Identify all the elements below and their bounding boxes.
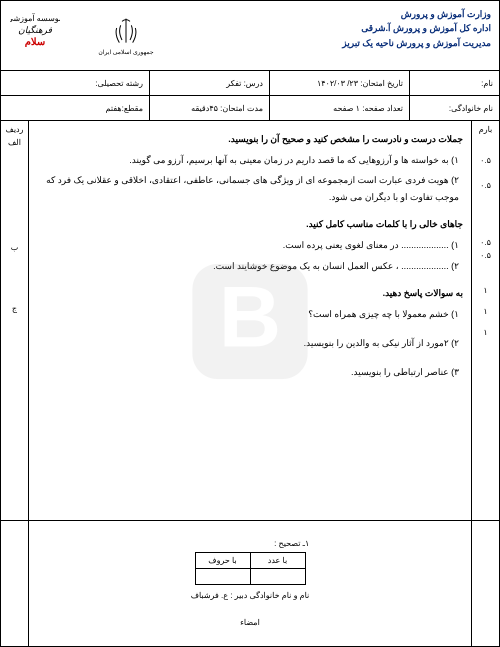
content-block: بارم ۰.۵ ۰.۵ ۰.۵ ۰.۵ ۱ ۱ ۱ جملات درست و … — [1, 121, 499, 521]
question-c1: ۱) خشم معمولا با چه چیزی همراه است؟ — [37, 306, 463, 323]
score-a1: ۰.۵ — [472, 156, 499, 165]
ministry-block: وزارت آموزش و پرورش اداره کل آموزش و پرو… — [161, 1, 499, 70]
ministry-line: وزارت آموزش و پرورش — [169, 7, 491, 21]
score-b1: ۰.۵ — [472, 238, 499, 247]
signature-label: امضاء — [191, 618, 310, 627]
grade-numbers-value — [250, 569, 305, 585]
name-cell: نام: — [409, 71, 499, 95]
footer-main: ۱ـ تصحیح : با عدد با حروف نام و نام خانو… — [29, 521, 471, 646]
question-a1: ۱) به خواسته ها و آرزوهایی که ما قصد دار… — [37, 152, 463, 169]
section-c-title: به سوالات پاسخ دهید. — [37, 285, 463, 302]
questions-column: جملات درست و نادرست را مشخص کنید و صحیح … — [29, 121, 471, 520]
emblem-block: جمهوری اسلامی ایران — [91, 1, 161, 70]
score-c2: ۱ — [472, 307, 499, 316]
major-cell: رشته تحصیلی: — [1, 71, 149, 95]
svg-text:سلام: سلام — [25, 37, 46, 47]
info-row-1: نام: تاریخ امتحان: ۲۳/ ۱۴۰۲/۰۳ درس: تفکر… — [1, 71, 499, 96]
iran-emblem-icon — [112, 16, 140, 48]
dept-line: اداره کل آموزش و پرورش آ.شرقی — [169, 21, 491, 35]
mgmt-line: مدیریت آموزش و پرورش ناحیه یک تبریز — [169, 36, 491, 50]
school-logo-icon: موسسه آموزشی فرهنگیان سلام — [10, 9, 60, 47]
footer-row-col — [1, 521, 29, 646]
footer-block: ۱ـ تصحیح : با عدد با حروف نام و نام خانو… — [1, 521, 499, 646]
exam-page: وزارت آموزش و پرورش اداره کل آموزش و پرو… — [0, 0, 500, 647]
school-logo-text: موسسه آموزشی فرهنگیان سلام — [10, 9, 60, 50]
question-b2: ۲) ................... ، عکس العمل انسان… — [37, 258, 463, 275]
correction-label: ۱ـ تصحیح : — [191, 539, 310, 548]
family-cell: نام خانوادگی: — [409, 96, 499, 120]
question-c3: ۳) عناصر ارتباطی را بنویسید. — [37, 364, 463, 381]
grade-letters-value — [195, 569, 250, 585]
grade-numbers-label: با عدد — [250, 553, 305, 569]
date-cell: تاریخ امتحان: ۲۳/ ۱۴۰۲/۰۳ — [269, 71, 409, 95]
score-c3: ۱ — [472, 328, 499, 337]
svg-text:فرهنگیان: فرهنگیان — [18, 24, 52, 36]
pages-cell: تعداد صفحه: ۱ صفحه — [269, 96, 409, 120]
section-b-title: جاهای خالی را با کلمات مناسب کامل کنید. — [37, 216, 463, 233]
teacher-name: نام و نام خانوادگی دبیر : ع. فرشباف — [191, 591, 310, 600]
row-a: الف — [1, 138, 28, 147]
row-b: ب — [1, 243, 28, 252]
score-header: بارم — [472, 125, 499, 134]
duration-cell: مدت امتحان: ۴۵دقیقه — [149, 96, 269, 120]
grade-box: ۱ـ تصحیح : با عدد با حروف نام و نام خانو… — [191, 539, 310, 627]
question-b1: ۱) ................... در معنای لغوی یعن… — [37, 237, 463, 254]
svg-text:موسسه آموزشی: موسسه آموزشی — [10, 13, 60, 23]
score-a2: ۰.۵ — [472, 181, 499, 190]
row-header: ردیف — [1, 125, 28, 134]
subject-cell: درس: تفکر — [149, 71, 269, 95]
question-c2: ۲) ۲مورد از آثار نیکی به والدین را بنویس… — [37, 335, 463, 352]
grade-letters-label: با حروف — [195, 553, 250, 569]
footer-score-col — [471, 521, 499, 646]
row-c: ج — [1, 304, 28, 313]
info-block: نام: تاریخ امتحان: ۲۳/ ۱۴۰۲/۰۳ درس: تفکر… — [1, 71, 499, 121]
section-a-title: جملات درست و نادرست را مشخص کنید و صحیح … — [37, 131, 463, 148]
score-column: بارم ۰.۵ ۰.۵ ۰.۵ ۰.۵ ۱ ۱ ۱ — [471, 121, 499, 520]
question-a2: ۲) هویت فردی عبارت است ازمجموعه ای از وی… — [37, 172, 463, 206]
info-row-2: نام خانوادگی: تعداد صفحه: ۱ صفحه مدت امت… — [1, 96, 499, 120]
score-c1: ۱ — [472, 286, 499, 295]
school-block: موسسه آموزشی فرهنگیان سلام — [5, 5, 65, 55]
republic-text: جمهوری اسلامی ایران — [98, 49, 153, 56]
row-column: ردیف الف ب ج — [1, 121, 29, 520]
header: وزارت آموزش و پرورش اداره کل آموزش و پرو… — [1, 1, 499, 71]
grade-cell: مقطع:هفتم — [1, 96, 149, 120]
grade-table: با عدد با حروف — [195, 552, 306, 585]
score-b2: ۰.۵ — [472, 251, 499, 260]
